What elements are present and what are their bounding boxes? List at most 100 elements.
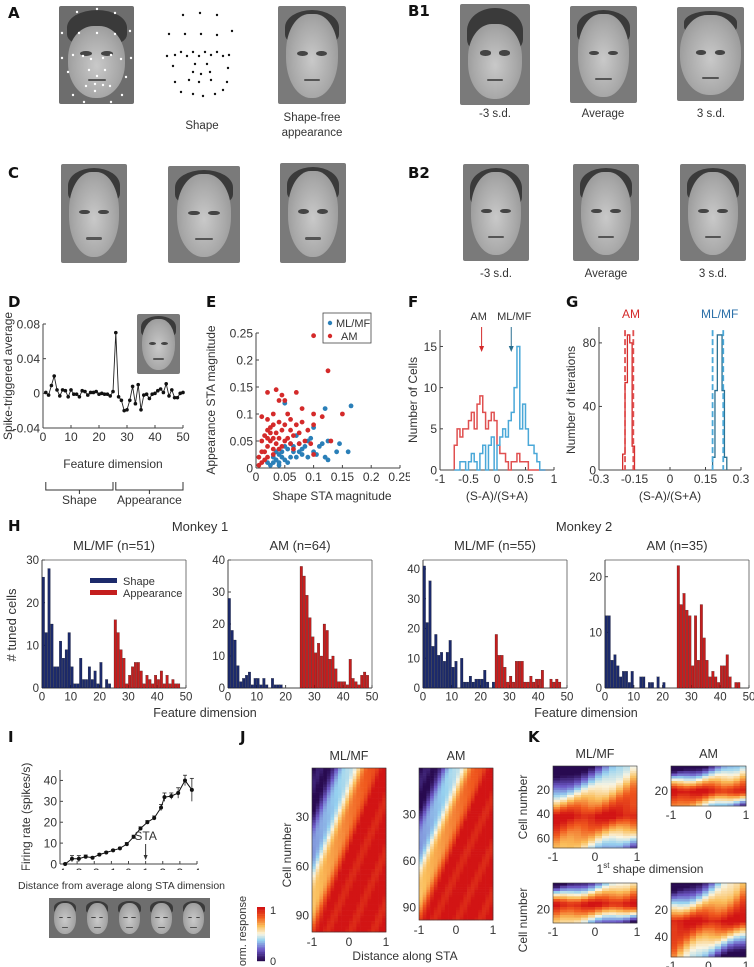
heatmap-cell-am	[467, 844, 472, 847]
heatmap-cell	[595, 797, 603, 801]
x-tick-label: 50	[180, 692, 193, 704]
heatmap-cell-mlmf	[337, 885, 342, 889]
heatmap-cell	[588, 768, 596, 772]
heatmap-cell-mlmf	[315, 893, 320, 897]
heatmap-cell-am	[430, 859, 435, 863]
heatmap-cell-am	[456, 836, 460, 840]
heatmap-cell	[671, 890, 678, 894]
heatmap-cell-mlmf	[312, 885, 316, 889]
heatmap-cell-am	[485, 907, 490, 911]
heatmap-cell-am	[437, 871, 442, 875]
heatmap-cell	[739, 803, 747, 807]
heatmap-cell-mlmf	[382, 847, 387, 851]
bar-appearance	[500, 655, 504, 689]
heatmap-cell-am	[481, 887, 486, 890]
heatmap-cell-am	[448, 768, 453, 771]
x-tick-label: -1	[414, 923, 425, 937]
heatmap-cell-mlmf	[349, 778, 353, 782]
heatmap-cell	[574, 780, 582, 784]
heatmap-cell-mlmf	[315, 860, 320, 864]
heatmap-cell-mlmf	[337, 871, 342, 875]
y-tick-label: 30	[212, 587, 225, 599]
heatmap-cell-mlmf	[334, 773, 339, 777]
heatmap-cell	[733, 888, 741, 892]
heatmap-cell-am	[426, 876, 431, 880]
heatmap-cell-am	[459, 871, 464, 875]
bar-appearance	[119, 649, 123, 689]
sta-point	[116, 395, 121, 399]
heatmap-cell	[683, 951, 691, 955]
heatmap-cell-mlmf	[319, 896, 324, 900]
heatmap-cell	[677, 949, 684, 953]
heatmap-cell-mlmf	[330, 833, 335, 837]
heatmap-cell-am	[456, 785, 460, 789]
heatmap-cell-am	[422, 770, 427, 774]
heatmap-cell-am	[474, 887, 479, 890]
heatmap-cell-mlmf	[312, 915, 316, 919]
x-tick-label: 0	[125, 866, 132, 870]
heatmap-cell-mlmf	[319, 819, 324, 823]
heatmap-cell-mlmf	[315, 828, 320, 832]
heatmap-cell-am	[426, 869, 431, 873]
heatmap-cell-am	[430, 889, 435, 893]
heatmap-cell	[553, 912, 561, 916]
heatmap-cell-mlmf	[337, 809, 342, 813]
heatmap-cell-am	[422, 816, 427, 819]
heatmap-cell-mlmf	[345, 926, 350, 930]
heatmap-cell-mlmf	[367, 814, 372, 818]
colorbar-segment	[257, 932, 265, 935]
heatmap-cell	[702, 930, 709, 934]
heatmap-cell-am	[459, 803, 464, 807]
bar-shape	[227, 598, 231, 689]
rate-point	[90, 855, 95, 860]
heatmap-cell-mlmf	[341, 768, 346, 772]
heatmap-cell	[671, 771, 678, 774]
heatmap-cell-am	[474, 871, 479, 875]
bar-appearance	[506, 681, 510, 689]
heatmap-cell-am	[448, 907, 453, 911]
heatmap-cell-mlmf	[326, 809, 331, 813]
heatmap-cell-mlmf	[382, 910, 387, 914]
heatmap-cell-mlmf	[356, 860, 361, 864]
heatmap-cell-am	[430, 813, 435, 817]
heatmap-cell	[677, 935, 684, 939]
heatmap-cell	[574, 843, 582, 846]
heatmap-cell	[567, 811, 575, 815]
heatmap-cell-mlmf	[356, 921, 361, 925]
heatmap-cell-am	[489, 854, 494, 857]
heatmap-cell	[553, 804, 561, 808]
heatmap-cell-am	[433, 899, 438, 903]
scatter-point-am	[288, 427, 293, 433]
heatmap-cell	[739, 898, 747, 902]
heatmap-cell-mlmf	[367, 792, 372, 796]
heatmap-cell	[689, 890, 697, 894]
heatmap-cell-mlmf	[312, 768, 316, 772]
heatmap-cell-mlmf	[374, 844, 379, 848]
heatmap-cell	[602, 799, 610, 803]
heatmap-cell-mlmf	[352, 891, 357, 895]
heatmap-cell	[689, 954, 697, 958]
bracket-appearance	[115, 482, 184, 494]
heatmap-cell-mlmf	[367, 809, 372, 813]
heatmap-cell	[677, 768, 684, 772]
sta-point	[122, 408, 126, 413]
heatmap-cell	[623, 888, 631, 892]
heatmap-cell-mlmf	[341, 880, 346, 884]
heatmap-cell-mlmf	[352, 896, 357, 900]
heatmap-cell-am	[459, 798, 464, 802]
x-tick-label: 0	[705, 959, 712, 967]
heatmap-cell	[696, 778, 703, 782]
heatmap-cell-am	[478, 887, 483, 890]
label-mlmf: ML/MF	[701, 307, 738, 321]
heatmap-cell-mlmf	[345, 852, 350, 856]
heatmap-cell	[567, 816, 575, 820]
heatmap-cell-am	[437, 879, 442, 883]
heatmap-cell	[560, 785, 568, 789]
heatmap-cell-am	[463, 912, 468, 916]
heatmap-cell-am	[444, 902, 449, 906]
heatmap-cell-mlmf	[360, 803, 365, 807]
heatmap-cell	[714, 885, 722, 889]
heatmap-cell-mlmf	[356, 839, 361, 843]
heatmap-cell	[574, 891, 582, 894]
heatmap-cell	[588, 845, 596, 849]
